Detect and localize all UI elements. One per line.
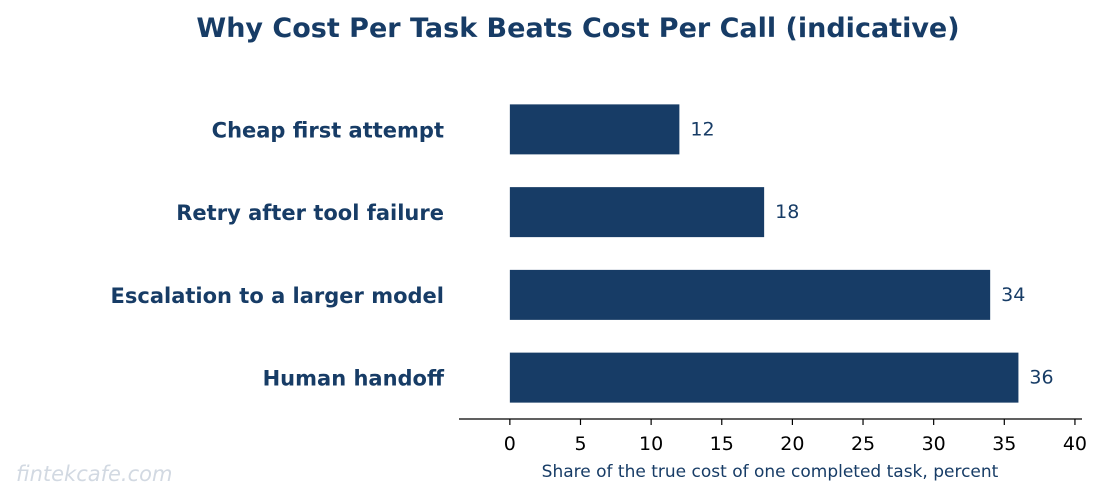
category-label: Retry after tool failure <box>176 201 444 225</box>
data-label: 34 <box>1001 284 1025 306</box>
category-labels: Cheap first attempt Retry after tool fail… <box>111 118 445 390</box>
bar-4 <box>509 352 1019 403</box>
bar-1 <box>509 104 680 155</box>
watermark: fintekcafe.com <box>16 462 173 486</box>
x-axis-title: Share of the true cost of one completed … <box>542 462 999 482</box>
x-tick-label: 25 <box>851 433 875 455</box>
x-tick-label: 35 <box>992 433 1016 455</box>
category-label: Human handoff <box>263 367 445 391</box>
data-label: 36 <box>1029 367 1053 389</box>
x-tick-label: 5 <box>574 433 586 455</box>
x-tick-label: 40 <box>1063 433 1087 455</box>
category-label: Cheap first attempt <box>212 118 444 142</box>
x-tick-label: 30 <box>922 433 946 455</box>
x-axis-ticks: 0 5 10 15 20 25 30 35 40 <box>504 419 1087 455</box>
data-label: 12 <box>690 118 714 140</box>
chart-title: Why Cost Per Task Beats Cost Per Call (i… <box>196 13 959 44</box>
bars-group <box>509 104 1019 403</box>
x-tick-label: 15 <box>710 433 734 455</box>
bar-2 <box>509 187 765 238</box>
x-tick-label: 10 <box>639 433 663 455</box>
data-label: 18 <box>775 201 799 223</box>
bar-3 <box>509 269 991 320</box>
data-labels: 12 18 34 36 <box>690 118 1053 388</box>
x-tick-label: 0 <box>504 433 516 455</box>
x-tick-label: 20 <box>780 433 804 455</box>
category-label: Escalation to a larger model <box>111 284 444 308</box>
